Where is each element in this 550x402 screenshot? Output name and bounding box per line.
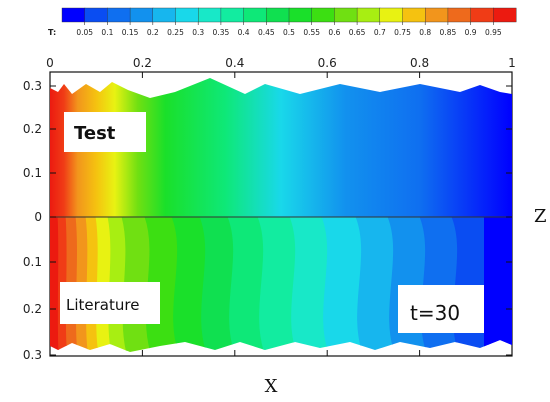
color-legend: T: 0.05 0.1 0.15 0.2 0.25 0.3 0.35 0.4 0.45 0.5 0.… — [48, 7, 517, 37]
legend-swatch — [61, 7, 86, 23]
time-annotation-bg — [398, 285, 484, 333]
legend-tick-label: 0.8 — [419, 28, 431, 37]
z-tick-label: 0 — [34, 210, 42, 224]
x-tick-label: 0.6 — [318, 56, 337, 70]
legend-swatches — [61, 7, 517, 23]
legend-tick-label: 0.15 — [122, 28, 139, 37]
time-annotation-box: t=30 — [398, 285, 484, 333]
z-axis-label: Z — [534, 206, 547, 227]
test-label-bg — [64, 112, 146, 152]
legend-tick-label: 0.05 — [76, 28, 93, 37]
z-tick-label: 0.2 — [23, 302, 42, 316]
test-label: Test — [74, 123, 116, 144]
legend-swatch — [470, 7, 494, 23]
test-label-box: Test — [64, 112, 146, 152]
legend-tick-label: 0.6 — [328, 28, 340, 37]
legend-tick-label: 0.55 — [303, 28, 320, 37]
legend-title: T: — [48, 28, 56, 37]
literature-label-bg — [60, 282, 160, 324]
legend-swatch — [356, 7, 381, 23]
x-tick-label: 1 — [508, 56, 516, 70]
z-axis-ticks: 0.3 0.2 0.1 0 0.1 0.2 0.3 — [23, 79, 512, 362]
contour-band — [50, 217, 60, 352]
z-tick-label: 0.3 — [23, 79, 42, 93]
contour-band — [289, 217, 331, 352]
legend-swatch — [152, 7, 177, 23]
contour-band — [355, 217, 397, 352]
contour-band — [257, 217, 299, 352]
legend-swatch — [197, 7, 222, 23]
z-tick-label: 0.1 — [23, 255, 42, 269]
legend-tick-label: 0.75 — [394, 28, 411, 37]
legend-swatch — [379, 7, 403, 23]
legend-swatch — [107, 7, 131, 23]
legend-tick-label: 0.95 — [485, 28, 502, 37]
legend-swatch — [84, 7, 108, 23]
x-tick-label: 0.2 — [133, 56, 152, 70]
contour-band — [321, 217, 365, 352]
x-axis-label: X — [265, 376, 278, 397]
z-tick-label: 0.2 — [23, 122, 42, 136]
literature-label: Literature — [66, 296, 139, 314]
legend-swatch — [425, 7, 449, 23]
legend-tick-label: 0.65 — [349, 28, 366, 37]
legend-tick-label: 0.9 — [465, 28, 477, 37]
legend-swatch — [288, 7, 313, 23]
x-tick-label: 0 — [46, 56, 54, 70]
z-tick-label: 0.1 — [23, 166, 42, 180]
legend-tick-label: 0.25 — [167, 28, 184, 37]
legend-swatch — [243, 7, 267, 23]
legend-swatch — [402, 7, 426, 23]
legend-tick-label: 0.2 — [147, 28, 159, 37]
legend-tick-label: 0.7 — [374, 28, 386, 37]
z-tick-label: 0.3 — [23, 348, 42, 362]
legend-swatch — [447, 7, 472, 23]
legend-tick-label: 0.1 — [101, 28, 113, 37]
legend-tick-label: 0.3 — [192, 28, 204, 37]
legend-swatch — [220, 7, 245, 23]
legend-tick-label: 0.85 — [440, 28, 457, 37]
legend-labels: 0.05 0.1 0.15 0.2 0.25 0.3 0.35 0.4 0.45 0.5 0.55 0… — [76, 22, 502, 37]
legend-swatch — [334, 7, 358, 23]
literature-label-box: Literature — [60, 282, 160, 324]
contour-band — [484, 217, 512, 352]
legend-tick-label: 0.5 — [283, 28, 295, 37]
time-annotation: t=30 — [410, 301, 460, 325]
legend-tick-label: 0.35 — [213, 28, 230, 37]
legend-tick-label: 0.45 — [258, 28, 275, 37]
legend-swatch — [266, 7, 290, 23]
legend-swatch — [311, 7, 335, 23]
legend-swatch — [129, 7, 154, 23]
x-tick-label: 0.4 — [225, 56, 244, 70]
legend-swatch — [493, 7, 517, 23]
legend-swatch — [175, 7, 199, 23]
x-tick-label: 0.8 — [410, 56, 429, 70]
legend-tick-label: 0.4 — [238, 28, 250, 37]
